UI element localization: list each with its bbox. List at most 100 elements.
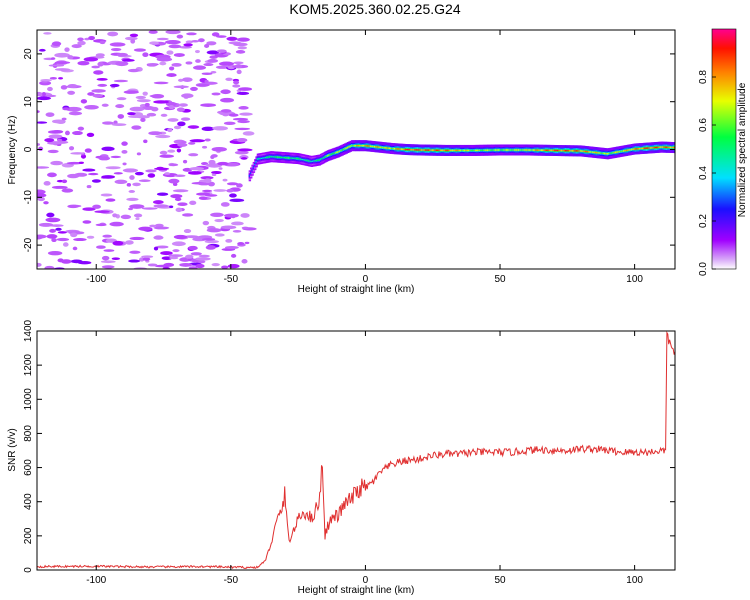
signal-cell — [442, 149, 445, 152]
signal-cell — [399, 148, 402, 150]
signal-cell — [524, 149, 527, 151]
noise-speckle — [91, 65, 100, 69]
signal-cell — [384, 147, 388, 149]
colorbar-tick-label: 0.8 — [698, 70, 709, 84]
noise-speckle — [37, 166, 50, 169]
signal-cell — [278, 156, 281, 158]
signal-cell — [507, 149, 510, 151]
signal-cell — [454, 149, 458, 152]
chart-title: KOM5.2025.360.02.25.G24 — [289, 1, 461, 17]
signal-cell — [616, 151, 619, 153]
signal-cell — [567, 150, 571, 152]
noise-speckle — [156, 245, 169, 249]
noise-speckle — [233, 80, 240, 85]
signal-cell — [451, 149, 455, 152]
signal-cell — [326, 155, 330, 157]
signal-cell — [286, 157, 289, 159]
signal-cell — [441, 149, 444, 152]
noise-speckle — [217, 161, 229, 166]
noise-speckle — [206, 50, 220, 55]
signal-cell — [381, 146, 385, 149]
noise-speckle — [67, 204, 80, 209]
noise-speckle — [135, 217, 140, 220]
noise-speckle — [116, 52, 128, 57]
signal-cell — [423, 149, 427, 151]
noise-speckle — [182, 213, 194, 217]
signal-cell — [321, 157, 324, 160]
signal-cell — [500, 149, 503, 151]
noise-speckle — [67, 83, 78, 89]
noise-speckle — [78, 161, 84, 165]
signal-cell — [333, 152, 336, 155]
signal-cell — [473, 149, 476, 152]
noise-speckle — [220, 109, 232, 113]
signal-cell — [283, 156, 287, 159]
signal-cell — [256, 158, 260, 160]
noise-speckle — [64, 130, 70, 136]
signal-cell — [513, 149, 517, 151]
noise-speckle — [116, 97, 127, 101]
noise-speckle — [195, 257, 211, 261]
noise-speckle — [47, 141, 62, 145]
noise-speckle — [141, 255, 154, 258]
x-tick-label: -50 — [224, 575, 239, 586]
signal-cell — [548, 149, 552, 152]
noise-speckle — [147, 173, 156, 178]
noise-speckle — [155, 134, 171, 139]
signal-cell — [620, 150, 623, 153]
noise-speckle — [236, 69, 242, 75]
noise-speckle — [80, 99, 88, 104]
noise-speckle — [145, 169, 157, 173]
noise-speckle — [128, 190, 136, 193]
noise-speckle — [187, 125, 200, 129]
signal-cell — [517, 149, 521, 151]
signal-cell — [317, 159, 320, 161]
signal-cell — [571, 150, 575, 152]
noise-speckle — [100, 260, 116, 264]
signal-cell — [287, 157, 291, 159]
signal-cell — [254, 163, 257, 166]
signal-cell — [610, 152, 614, 154]
noise-speckle — [47, 86, 53, 92]
signal-cell — [546, 149, 549, 152]
noise-speckle — [207, 181, 215, 187]
signal-cell — [590, 151, 593, 153]
noise-speckle — [58, 77, 64, 80]
signal-cell — [550, 149, 553, 152]
noise-speckle — [117, 114, 125, 119]
signal-cell — [426, 149, 429, 151]
noise-speckle — [176, 148, 182, 153]
signal-cell — [280, 156, 284, 159]
noise-speckle — [187, 171, 202, 175]
noise-speckle — [82, 207, 96, 211]
signal-cell — [459, 149, 463, 152]
noise-speckle — [113, 172, 123, 175]
x-tick-label: -50 — [224, 274, 239, 285]
noise-speckle — [37, 196, 45, 202]
noise-speckle — [70, 152, 85, 155]
noise-speckle — [122, 58, 135, 62]
noise-speckle — [211, 173, 217, 177]
signal-cell — [512, 149, 515, 151]
signal-cell — [369, 145, 373, 147]
noise-speckle — [97, 61, 104, 67]
signal-cell — [368, 145, 371, 147]
signal-cell — [464, 149, 467, 152]
signal-cell — [311, 160, 315, 162]
noise-speckle — [101, 103, 109, 107]
noise-speckle — [185, 61, 193, 65]
signal-cell — [520, 149, 523, 151]
noise-speckle — [91, 179, 101, 183]
signal-cell — [551, 149, 554, 152]
colorbar-tick-label: 0.4 — [698, 166, 709, 180]
noise-speckle — [50, 160, 63, 166]
signal-cell — [355, 144, 358, 147]
signal-cell — [559, 149, 562, 152]
noise-speckle — [43, 181, 51, 186]
noise-speckle — [73, 238, 87, 242]
signal-cell — [637, 148, 641, 150]
noise-speckle — [54, 52, 70, 58]
noise-speckle — [146, 63, 158, 67]
noise-speckle — [143, 139, 148, 144]
signal-cell — [612, 152, 615, 154]
